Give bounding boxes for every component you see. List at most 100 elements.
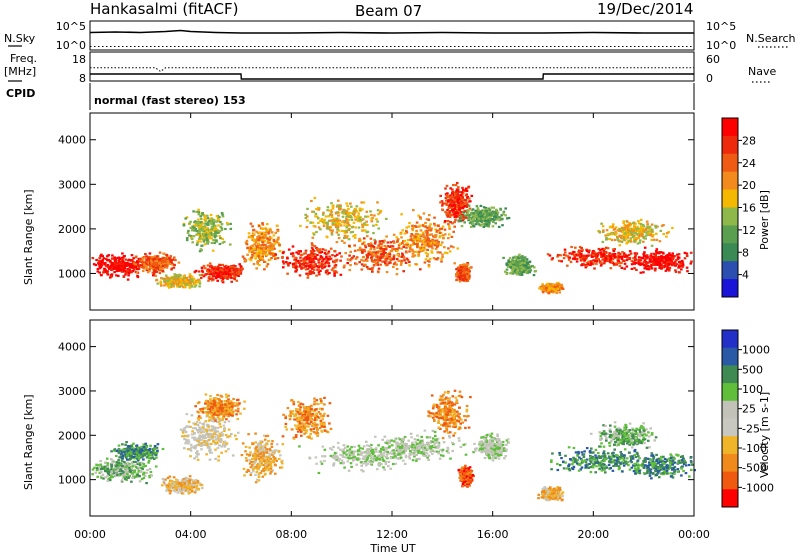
data-cell: [335, 253, 339, 256]
data-cell: [397, 259, 401, 262]
data-cell: [188, 276, 192, 279]
data-cell: [337, 214, 340, 217]
data-cell: [327, 219, 331, 222]
data-cell: [448, 233, 451, 236]
data-cell: [466, 276, 469, 279]
data-cell: [123, 269, 126, 272]
data-cell: [134, 263, 137, 266]
data-cell: [448, 214, 452, 217]
data-cell: [190, 280, 194, 283]
data-cell: [212, 233, 215, 237]
data-cell: [132, 268, 136, 271]
data-cell: [339, 273, 343, 276]
data-cell: [388, 253, 392, 256]
data-cell: [162, 260, 165, 263]
data-cell: [125, 264, 128, 267]
data-cell: [295, 268, 299, 271]
data-cell: [544, 285, 547, 288]
data-cell: [450, 207, 454, 210]
data-cell: [600, 253, 603, 256]
data-cell: [383, 239, 386, 242]
data-cell: [453, 192, 457, 195]
data-cell: [273, 255, 277, 258]
data-cell: [347, 258, 351, 261]
data-cell: [118, 464, 122, 467]
data-cell: [116, 467, 120, 470]
data-cell: [424, 221, 427, 225]
data-cell: [204, 219, 207, 223]
data-cell: [224, 271, 227, 274]
data-cell: [136, 260, 139, 263]
data-cell: [445, 211, 449, 214]
data-cell: [319, 255, 323, 259]
data-cell: [112, 460, 115, 463]
data-cell: [648, 259, 652, 263]
data-cell: [294, 266, 298, 270]
data-cell: [164, 264, 168, 268]
data-cell: [169, 276, 173, 279]
data-cell: [107, 266, 110, 269]
freq-panel: [89, 51, 695, 82]
data-cell: [509, 263, 513, 266]
data-cell: [435, 241, 439, 245]
data-cell: [327, 227, 330, 230]
data-cell: [372, 254, 375, 257]
data-cell: [142, 476, 146, 480]
data-cell: [623, 223, 627, 226]
data-cell: [308, 259, 311, 262]
power-ylabel: Slant Range [km]: [22, 189, 35, 285]
data-cell: [202, 240, 206, 243]
data-cell: [685, 266, 689, 269]
data-cell: [348, 254, 351, 257]
data-cell: [538, 287, 541, 290]
data-cell: [639, 223, 643, 226]
data-cell: [275, 240, 279, 243]
data-cell: [644, 265, 648, 268]
data-cell: [566, 264, 569, 267]
data-cell: [159, 261, 163, 264]
data-cell: [270, 257, 273, 260]
data-cell: [91, 468, 95, 471]
data-cell: [93, 466, 96, 469]
data-cell: [634, 236, 637, 239]
data-cell: [121, 256, 125, 259]
data-cell: [175, 279, 179, 282]
data-cell: [201, 274, 204, 277]
data-cell: [136, 275, 140, 279]
data-cell: [429, 242, 432, 245]
data-cell: [430, 250, 433, 253]
data-cell: [686, 270, 689, 273]
data-cell: [101, 255, 104, 258]
data-cell: [312, 249, 316, 253]
data-cell: [467, 269, 470, 272]
data-cell: [130, 262, 134, 265]
data-cell: [151, 258, 155, 261]
data-cell: [646, 223, 649, 226]
data-cell: [390, 250, 394, 253]
data-cell: [261, 227, 265, 230]
data-cell: [452, 230, 455, 233]
data-cell: [140, 266, 144, 269]
data-cell: [505, 268, 509, 271]
data-cell: [385, 235, 388, 238]
data-cell: [677, 253, 681, 256]
data-cell: [218, 242, 222, 246]
data-cell: [264, 227, 267, 230]
data-cell: [524, 271, 528, 274]
data-cell: [457, 197, 461, 200]
data-cell: [310, 242, 314, 245]
data-cell: [547, 292, 550, 295]
data-cell: [543, 289, 547, 292]
data-cell: [134, 266, 138, 269]
data-cell: [681, 260, 684, 264]
data-cell: [469, 225, 473, 228]
data-cell: [194, 220, 197, 223]
data-cell: [188, 222, 191, 225]
data-cell: [317, 221, 320, 224]
data-cell: [441, 255, 444, 258]
data-cell: [459, 277, 462, 280]
data-cell: [219, 220, 222, 224]
data-cell: [444, 220, 447, 223]
data-cell: [443, 221, 447, 224]
data-cell: [102, 270, 106, 273]
